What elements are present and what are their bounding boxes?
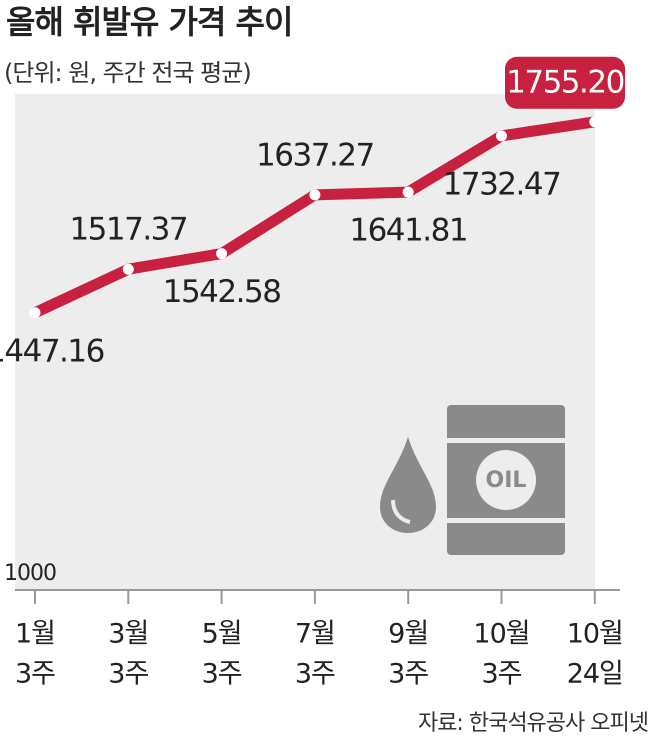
- chart-subtitle: (단위: 원, 주간 전국 평균): [4, 59, 251, 87]
- value-label: 1637.27: [256, 137, 374, 173]
- oil-icon: [380, 405, 565, 555]
- value-label: 1542.58: [163, 274, 281, 310]
- x-tick-label: 7월: [295, 619, 335, 650]
- x-tick-label: 3주: [388, 659, 428, 690]
- data-point: [216, 248, 228, 260]
- data-point: [496, 130, 507, 142]
- data-point: [309, 189, 321, 201]
- x-tick-label: 3주: [108, 659, 148, 690]
- icon-label: OIL: [486, 468, 527, 493]
- x-tick-label: 3월: [108, 619, 148, 650]
- x-tick-label: 3주: [481, 659, 521, 690]
- x-tick-label: 3주: [202, 659, 242, 690]
- value-label-box: [505, 56, 625, 109]
- chart-title: 올해 휘발유 가격 추이: [6, 3, 292, 41]
- value-label: 1732.47: [443, 166, 561, 202]
- data-point: [589, 116, 601, 128]
- x-tick-label: 3주: [295, 659, 335, 690]
- value-label: 1517.37: [69, 212, 187, 248]
- x-tick-label: 5월: [202, 619, 242, 650]
- value-label: 1755.20: [506, 64, 624, 100]
- x-tick-label: 24일: [567, 659, 623, 690]
- data-point: [402, 186, 414, 198]
- source: 자료: 한국석유공사 오피넷: [418, 711, 648, 736]
- data-point: [29, 307, 41, 319]
- y-tick-label: 1000: [4, 561, 56, 586]
- x-tick-label: 3주: [15, 659, 55, 690]
- x-tick-label: 9월: [388, 619, 428, 650]
- data-point: [122, 263, 134, 275]
- value-label: 1447.16: [0, 333, 104, 369]
- value-label: 1641.81: [349, 213, 467, 249]
- x-tick-label: 10월: [473, 619, 529, 650]
- x-tick-label: 10월: [567, 619, 623, 650]
- x-tick-label: 1월: [15, 619, 55, 650]
